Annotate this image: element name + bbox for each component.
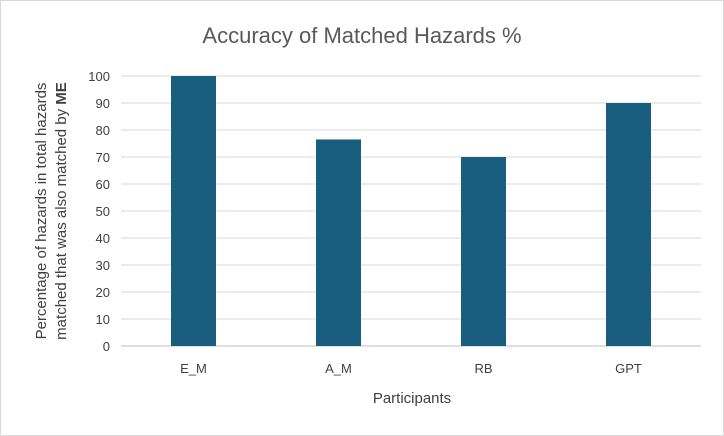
y-tick-label: 100 <box>88 69 110 84</box>
y-tick-label: 60 <box>96 177 110 192</box>
y-tick-label: 30 <box>96 258 110 273</box>
x-axis-label: Participants <box>373 390 451 407</box>
y-tick-label: 10 <box>96 312 110 327</box>
bar-gpt <box>606 103 651 346</box>
y-tick-label: 40 <box>96 231 110 246</box>
y-tick-label: 80 <box>96 123 110 138</box>
x-tick-label: GPT <box>615 361 642 376</box>
y-axis-label-line2-bold: ME <box>53 82 70 105</box>
y-axis-ticks: 0 10 20 30 40 50 60 70 80 90 100 <box>88 69 110 354</box>
y-tick-label: 90 <box>96 96 110 111</box>
y-tick-label: 50 <box>96 204 110 219</box>
y-tick-label: 20 <box>96 285 110 300</box>
x-tick-label: E_M <box>180 361 207 376</box>
bars <box>171 76 651 346</box>
x-tick-label: A_M <box>325 361 352 376</box>
bar-rb <box>461 157 506 346</box>
gridlines <box>121 75 701 347</box>
y-axis-label-line2: matched that was also matched by ME <box>53 82 70 340</box>
y-tick-label: 0 <box>103 339 110 354</box>
y-axis-label-line1: Percentage of hazards in total hazards <box>33 83 50 340</box>
bar-a-m <box>316 139 361 346</box>
y-axis-label-line2-prefix: matched that was also matched by <box>53 105 70 340</box>
x-tick-label: RB <box>474 361 492 376</box>
y-tick-label: 70 <box>96 150 110 165</box>
y-axis-label: Percentage of hazards in total hazards m… <box>33 82 70 340</box>
chart-title: Accuracy of Matched Hazards % <box>202 23 521 48</box>
bar-e-m <box>171 76 216 346</box>
x-axis-ticks: E_M A_M RB GPT <box>180 361 642 376</box>
